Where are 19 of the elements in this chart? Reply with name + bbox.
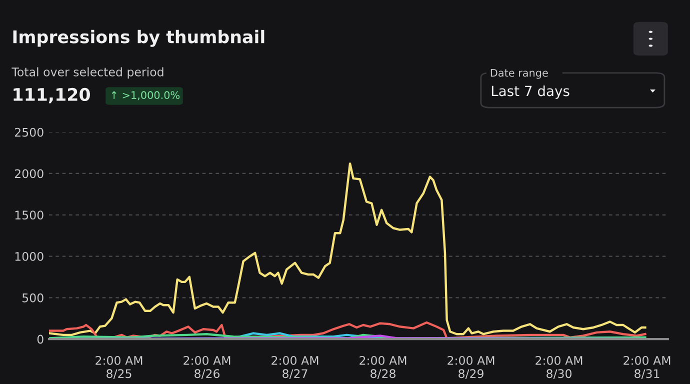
y-tick-label: 2500 — [14, 128, 44, 137]
y-tick-label: 0 — [37, 334, 44, 344]
y-tick-label: 1000 — [15, 252, 44, 261]
x-tick-label: 2:00 AM 8/26 — [184, 356, 230, 380]
y-tick-label: 1500 — [15, 210, 44, 220]
y-tick-label: 2000 — [14, 169, 44, 178]
x-tick-label: 2:00 AM 8/30 — [536, 356, 582, 380]
text: ↑ >1,000.0% — [112, 91, 180, 100]
text: 111,120 — [14, 88, 90, 104]
x-tick-label: 2:00 AM 8/27 — [272, 356, 318, 380]
text: Date range — [490, 69, 548, 79]
text: Total over selected period — [12, 67, 164, 79]
x-tick-label: 2:00 AM 8/31 — [624, 356, 670, 380]
y-tick-label: 500 — [22, 293, 44, 302]
chart-title: Impressions by thumbnail — [13, 30, 264, 47]
text: Last 7 days — [492, 85, 570, 99]
x-tick-label: 2:00 AM 8/28 — [360, 356, 406, 380]
x-tick-label: 2:00 AM 8/25 — [96, 356, 142, 380]
x-tick-label: 2:00 AM 8/29 — [448, 356, 494, 380]
